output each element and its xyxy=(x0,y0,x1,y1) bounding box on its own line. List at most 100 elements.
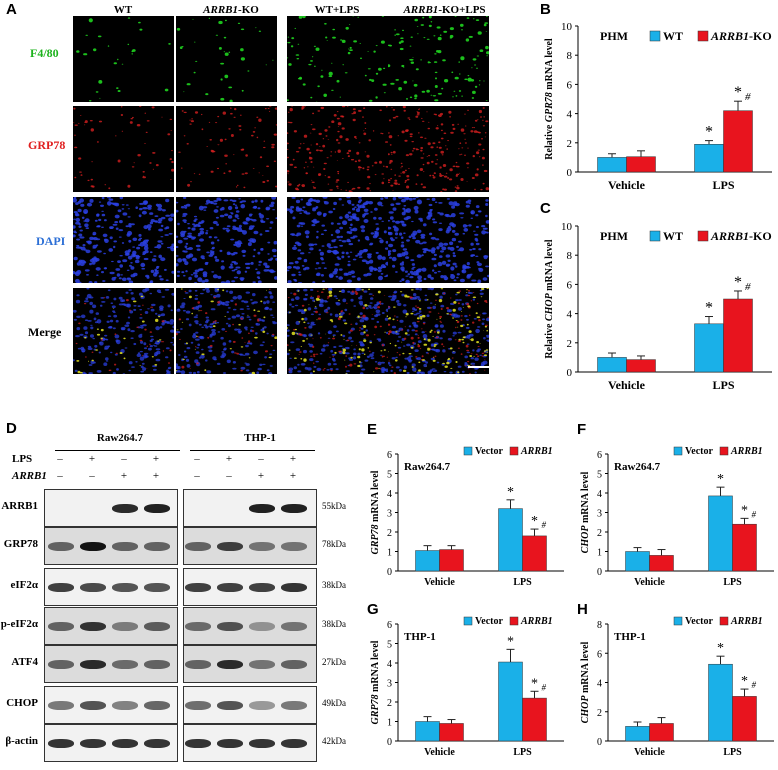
col-header-wt-lps: WT+LPS xyxy=(314,4,360,16)
y-tick-label: 3 xyxy=(597,509,602,520)
legend-label-1: Vector xyxy=(685,446,714,457)
panel-label-c: C xyxy=(540,200,551,217)
group-underline-raw264 xyxy=(55,450,180,451)
band-6-5 xyxy=(185,701,211,710)
bar-wt-vehicle xyxy=(597,357,627,373)
cond-label-lps: LPS xyxy=(12,453,33,465)
chart-annotation: THP-1 xyxy=(614,631,646,643)
band-3-4 xyxy=(144,583,170,592)
micrograph-merge-3 xyxy=(287,288,388,374)
bar-vector-vehicle xyxy=(415,721,440,742)
band-7-2 xyxy=(80,739,106,748)
band-5-7 xyxy=(249,660,275,669)
chart-b-grp78-phm: 0 2 4 6 8 10 Relative GPR78 mRNA level Vehicle L… xyxy=(544,21,772,192)
significance-mark: * xyxy=(507,634,514,649)
micrograph-merge-4 xyxy=(388,288,489,374)
panel-label-d: D xyxy=(6,420,17,437)
micrograph-grp78-2 xyxy=(176,106,277,192)
lps-sign-6: + xyxy=(225,453,233,465)
chart-annotation: Raw264.7 xyxy=(404,461,451,473)
legend-swatch-2 xyxy=(509,446,519,456)
band-5-3 xyxy=(112,660,138,669)
band-2-6 xyxy=(217,542,243,551)
band-7-4 xyxy=(144,739,170,748)
micrograph-dapi-4 xyxy=(388,197,489,283)
blot-3-thp1 xyxy=(183,568,317,606)
arrb1-sign-2: – xyxy=(89,470,95,482)
legend-swatch-2 xyxy=(697,230,709,242)
blot-6-thp1 xyxy=(183,686,317,724)
scale-bar xyxy=(468,366,490,368)
significance-hash: # xyxy=(745,91,751,103)
micrograph-grp78-3 xyxy=(287,106,388,192)
chart-annotation: PHM xyxy=(600,29,628,43)
band-4-1 xyxy=(48,622,74,631)
panel-label-b: B xyxy=(540,1,551,18)
y-tick-label: 4 xyxy=(387,489,392,500)
micrograph-dapi-2 xyxy=(176,197,277,283)
lps-sign-1: – xyxy=(57,453,63,465)
row-label-dapi: DAPI xyxy=(36,234,66,248)
bar-vector-lps xyxy=(708,663,733,742)
panel-label-g: G xyxy=(367,601,379,618)
arrb1-sign-8: + xyxy=(289,470,297,482)
band-7-8 xyxy=(281,739,307,748)
col-header-wt: WT xyxy=(113,4,133,16)
panel-label-f: F xyxy=(577,421,587,438)
x-category-label: LPS xyxy=(712,378,734,392)
chart-f-chop-raw: 0 1 2 3 4 5 6 CHOP mRNA level Vehicle LPS * * # Raw26… xyxy=(580,446,774,588)
y-tick-label: 1 xyxy=(387,718,392,729)
significance-mark: * xyxy=(717,472,724,487)
lps-sign-2: + xyxy=(88,453,96,465)
y-tick-label: 5 xyxy=(387,470,392,481)
micrograph-dapi-1 xyxy=(73,197,174,283)
band-3-2 xyxy=(80,583,106,592)
chart-c-chop-phm: 0 2 4 6 8 10 Relative CHOP mRNA level Vehicle LP… xyxy=(544,221,772,392)
legend-label-1: Vector xyxy=(475,616,504,627)
legend-swatch-2 xyxy=(719,446,729,456)
legend-label-2: ARRB1-KO xyxy=(710,29,772,43)
band-3-5 xyxy=(185,583,211,592)
chart-annotation: Raw264.7 xyxy=(614,461,661,473)
y-tick-label: 2 xyxy=(567,338,573,350)
band-6-6 xyxy=(217,701,243,710)
row-label-grp78: GRP78 xyxy=(28,138,66,152)
band-3-3 xyxy=(112,583,138,592)
kda-label-7: 42kDa xyxy=(322,736,346,746)
bar-arrb1-lps xyxy=(522,697,547,742)
band-7-5 xyxy=(185,739,211,748)
bar-vector-vehicle xyxy=(625,551,650,572)
band-2-8 xyxy=(281,542,307,551)
legend-swatch-1 xyxy=(673,446,683,456)
bar-vector-lps xyxy=(498,508,523,572)
micrograph-f480-4 xyxy=(388,16,489,102)
band-6-8 xyxy=(281,701,307,710)
band-1-4 xyxy=(144,504,170,513)
band-1-8 xyxy=(281,504,307,513)
significance-mark: * xyxy=(741,674,748,689)
band-4-7 xyxy=(249,622,275,631)
bar-arrb1ko-lps xyxy=(723,298,753,373)
blot-4-raw264 xyxy=(44,607,178,645)
blot-6-raw264 xyxy=(44,686,178,724)
bar-vector-lps xyxy=(708,495,733,572)
band-4-4 xyxy=(144,622,170,631)
panel-label-h: H xyxy=(577,601,588,618)
bar-arrb1-lps xyxy=(522,535,547,572)
significance-mark: * xyxy=(741,503,748,518)
significance-mark: * xyxy=(531,514,538,529)
micrograph-merge-2 xyxy=(176,288,277,374)
y-tick-label: 0 xyxy=(567,367,573,379)
band-4-5 xyxy=(185,622,211,631)
bar-wt-lps xyxy=(694,144,724,173)
bar-vector-lps xyxy=(498,661,523,742)
lps-sign-4: + xyxy=(152,453,160,465)
group-label-thp1: THP-1 xyxy=(244,432,276,444)
significance-hash: # xyxy=(542,682,547,692)
band-4-2 xyxy=(80,622,106,631)
y-tick-label: 6 xyxy=(597,649,602,660)
micrograph-grp78-1 xyxy=(73,106,174,192)
band-5-6 xyxy=(217,660,243,669)
y-tick-label: 4 xyxy=(597,489,602,500)
chart-annotation: THP-1 xyxy=(404,631,436,643)
